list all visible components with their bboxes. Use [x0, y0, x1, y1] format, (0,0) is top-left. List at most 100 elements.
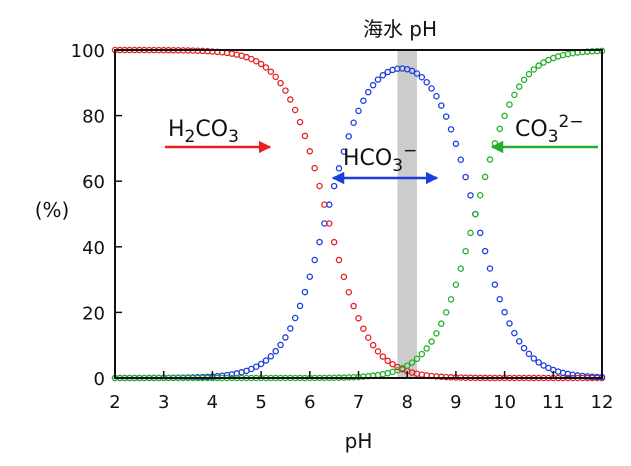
- point-1: [326, 201, 333, 208]
- point-1: [262, 357, 270, 364]
- point-0: [306, 148, 314, 155]
- point-1: [496, 295, 503, 303]
- point-2: [413, 355, 421, 363]
- point-0: [384, 357, 391, 365]
- y-tick-label: 80: [82, 107, 105, 128]
- point-1: [515, 338, 523, 345]
- point-0: [326, 220, 333, 227]
- point-1: [442, 113, 450, 120]
- point-0: [345, 289, 353, 296]
- point-2: [403, 362, 411, 369]
- point-1: [535, 359, 542, 366]
- point-2: [442, 309, 450, 316]
- y-tick-label: 20: [82, 303, 105, 324]
- x-axis-title: pH: [345, 429, 373, 453]
- axis-ticks: 2 3 4 5 6 7 8 9 10 11 12 0 20 40 60 80 100: [71, 41, 614, 413]
- point-0: [335, 256, 343, 264]
- point-0: [262, 64, 270, 71]
- y-axis-title: (%): [35, 198, 70, 222]
- point-2: [530, 66, 538, 73]
- point-0: [360, 325, 367, 332]
- x-tick-label: 7: [353, 392, 364, 413]
- point-2: [433, 330, 440, 337]
- point-2: [408, 359, 416, 366]
- point-1: [306, 273, 314, 280]
- point-0: [389, 360, 396, 368]
- chart-title: 海水 pH: [363, 17, 437, 41]
- point-1: [467, 192, 474, 199]
- point-0: [379, 353, 387, 360]
- point-1: [272, 347, 279, 355]
- y-tick-label: 100: [71, 41, 105, 62]
- point-0: [277, 79, 284, 87]
- point-1: [296, 302, 304, 310]
- point-1: [282, 334, 289, 341]
- point-1: [335, 165, 343, 172]
- svg-text:HCO3−: HCO3−: [343, 141, 417, 176]
- x-tick-label: 6: [304, 392, 315, 413]
- point-1: [476, 229, 484, 237]
- point-0: [287, 96, 294, 103]
- point-1: [267, 353, 275, 360]
- point-2: [423, 345, 430, 352]
- point-2: [457, 265, 465, 272]
- point-1: [423, 78, 430, 86]
- point-1: [311, 256, 318, 264]
- x-tick-label: 11: [542, 392, 565, 413]
- point-1: [340, 148, 348, 155]
- point-1: [301, 288, 309, 296]
- x-tick-label: 5: [255, 392, 266, 413]
- point-1: [457, 156, 465, 164]
- point-1: [277, 341, 284, 349]
- point-1: [481, 247, 489, 255]
- point-1: [506, 320, 513, 327]
- point-2: [418, 350, 426, 358]
- y-tick-label: 40: [82, 238, 105, 259]
- data-points: [111, 46, 606, 382]
- point-1: [355, 107, 362, 115]
- point-0: [364, 334, 372, 341]
- x-tick-label: 2: [109, 392, 120, 413]
- point-2: [520, 76, 528, 84]
- point-1: [408, 67, 416, 75]
- point-1: [486, 265, 494, 272]
- point-2: [540, 59, 547, 66]
- point-0: [350, 302, 357, 310]
- point-1: [428, 85, 435, 92]
- point-1: [511, 329, 518, 337]
- point-1: [379, 71, 387, 79]
- point-2: [476, 192, 484, 199]
- point-0: [257, 60, 265, 68]
- point-2: [535, 62, 542, 69]
- svg-text:H2CO3: H2CO3: [168, 117, 239, 147]
- point-1: [462, 173, 469, 181]
- svg-text:CO32−: CO32−: [515, 112, 584, 147]
- point-2: [511, 91, 518, 99]
- point-1: [257, 360, 265, 368]
- annotation-h2co3: H2CO3: [165, 117, 272, 154]
- point-0: [355, 314, 362, 322]
- x-tick-label: 12: [591, 392, 614, 413]
- point-2: [399, 364, 406, 372]
- annotation-hco3: HCO3−: [331, 141, 439, 185]
- point-0: [267, 68, 275, 75]
- point-0: [340, 273, 348, 281]
- point-2: [496, 125, 503, 133]
- point-0: [369, 341, 377, 349]
- point-2: [506, 101, 513, 108]
- x-tick-label: 9: [450, 392, 461, 413]
- point-1: [287, 325, 294, 332]
- point-1: [364, 88, 372, 96]
- x-tick-label: 10: [493, 392, 516, 413]
- point-0: [311, 164, 318, 172]
- point-1: [252, 363, 260, 371]
- point-1: [540, 362, 547, 369]
- point-1: [418, 74, 426, 81]
- point-1: [520, 344, 528, 352]
- point-0: [330, 238, 338, 246]
- point-0: [301, 132, 309, 140]
- point-1: [369, 81, 377, 89]
- x-tick-label: 8: [401, 392, 412, 413]
- seawater-ph-band: [397, 50, 417, 378]
- point-2: [438, 320, 445, 327]
